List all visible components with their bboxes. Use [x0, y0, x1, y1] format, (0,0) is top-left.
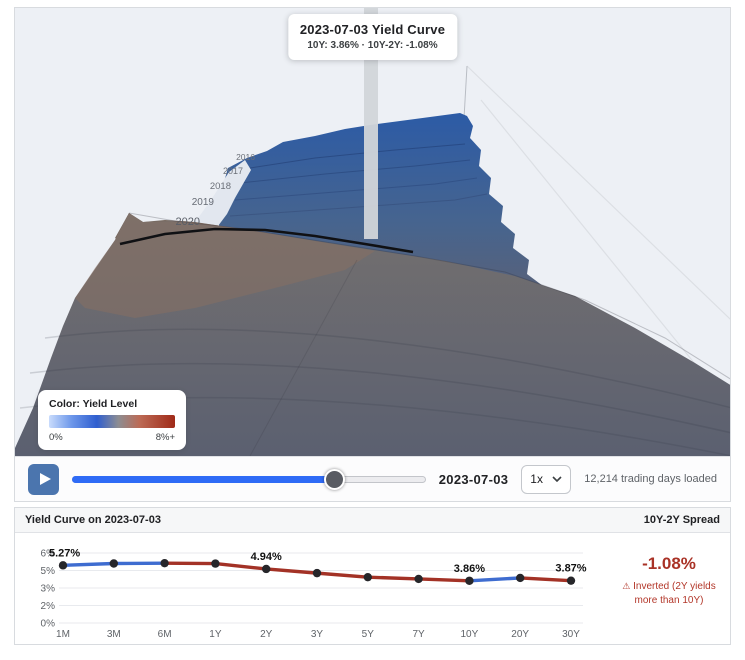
- x-tick-label: 3Y: [311, 629, 324, 640]
- curve-point[interactable]: [109, 559, 119, 568]
- terrace-line: [234, 177, 478, 201]
- curve-point[interactable]: [465, 576, 474, 585]
- x-tick-label: 10Y: [461, 629, 479, 640]
- tooltip-subtitle: 10Y: 3.86% · 10Y-2Y: -1.08%: [307, 40, 438, 51]
- point-label: 3.87%: [555, 563, 586, 575]
- color-legend: Color: Yield Level 0% 8%+: [38, 390, 186, 450]
- speed-select-value: 1x: [530, 472, 543, 486]
- slope-contour: [29, 362, 730, 434]
- yield-curve-chart: 0% 2% 3% 5% 6% 1M 3M 6M 1Y 2Y 3Y 5Y 7Y 10Y 20Y 30Y 5.27%…: [41, 547, 587, 640]
- spread-panel: -1.08% ⚠ Inverted (2Y yields more than 1…: [608, 533, 730, 644]
- surface-left-flank: [193, 160, 251, 230]
- x-tick-label: 1Y: [209, 629, 222, 640]
- hover-tooltip: 2023-07-03 Yield Curve 10Y: 3.86% · 10Y-…: [287, 14, 458, 60]
- surface-svg: 2016 2017 2018 2019 2020: [15, 8, 730, 456]
- spread-note: ⚠ Inverted (2Y yields more than 10Y): [608, 580, 730, 607]
- surface-plot-3d[interactable]: 2016 2017 2018 2019 2020 2023-07-03 Yiel…: [15, 8, 730, 456]
- curve-segment: [213, 561, 268, 571]
- grid-diagonal: [466, 65, 730, 320]
- play-button[interactable]: [28, 463, 59, 495]
- curve-segment: [315, 571, 370, 579]
- point-label: 5.27%: [49, 547, 80, 559]
- slider-thumb[interactable]: [323, 468, 345, 490]
- year-label-2017: 2017: [223, 166, 243, 176]
- x-tick-label: 7Y: [412, 629, 425, 640]
- point-label: 3.86%: [454, 563, 485, 575]
- curve-segment: [366, 575, 421, 581]
- year-label-2020: 2020: [176, 216, 200, 228]
- x-tick-label: 5Y: [362, 629, 375, 640]
- curve-point[interactable]: [160, 558, 169, 568]
- curve-point[interactable]: [211, 559, 220, 568]
- y-tick-label: 2%: [41, 601, 56, 612]
- year-label-2016: 2016: [236, 152, 255, 162]
- spread-value: -1.08%: [642, 554, 696, 573]
- curve-point[interactable]: [566, 576, 576, 585]
- viewer-card: 2016 2017 2018 2019 2020 2023-07-03 Yiel…: [14, 7, 731, 502]
- play-icon: [39, 473, 51, 485]
- curve-segment: [264, 567, 319, 575]
- terrace-line: [249, 143, 466, 169]
- curve-point[interactable]: [312, 568, 322, 578]
- tooltip-title: 2023-07-03 Yield Curve: [299, 22, 446, 37]
- curve-point[interactable]: [516, 573, 525, 583]
- year-label-2018: 2018: [210, 181, 231, 192]
- slope-grid-line: [249, 259, 358, 456]
- y-tick-label: 5%: [41, 566, 56, 577]
- panel-title: Yield Curve on 2023-07-03: [25, 514, 161, 526]
- x-tick-label: 2Y: [260, 629, 273, 640]
- x-tick-label: 6M: [158, 629, 172, 640]
- legend-gradient-bar: [49, 415, 175, 428]
- x-tick-label: 1M: [56, 629, 70, 640]
- status-text: 12,214 trading days loaded: [584, 473, 717, 485]
- surface-brown-tint: [75, 213, 375, 318]
- x-tick-label: 20Y: [511, 629, 529, 640]
- legend-min-label: 0%: [49, 432, 63, 443]
- legend-title: Color: Yield Level: [49, 398, 138, 410]
- curve-point[interactable]: [262, 564, 271, 574]
- x-tick-label: 30Y: [562, 629, 580, 640]
- legend-max-label: 8%+: [155, 432, 175, 443]
- ridge-contour: [128, 212, 730, 380]
- curve-point[interactable]: [414, 574, 423, 584]
- panel-header: Yield Curve on 2023-07-03 10Y-2Y Spread: [15, 508, 730, 533]
- playback-controls: 2023-07-03 1x 12,214 trading days loaded: [15, 456, 730, 501]
- y-tick-label: 6%: [41, 549, 56, 560]
- spread-title: 10Y-2Y Spread: [643, 514, 720, 526]
- curve-segment: [518, 576, 573, 583]
- curve-segment: [416, 577, 472, 583]
- chart-area: 0% 2% 3% 5% 6% 1M 3M 6M 1Y 2Y 3Y 5Y 7Y 10Y 20Y 30Y 5.27%…: [15, 533, 608, 644]
- highlighted-curve: [119, 227, 414, 254]
- panel-body: 0% 2% 3% 5% 6% 1M 3M 6M 1Y 2Y 3Y 5Y 7Y 10Y 20Y 30Y 5.27%…: [15, 533, 730, 644]
- chevron-down-icon: [552, 476, 562, 482]
- spread-note-text: Inverted (2Y yields more than 10Y): [633, 581, 716, 606]
- speed-select[interactable]: 1x: [521, 464, 572, 494]
- time-cursor-bar[interactable]: [364, 8, 378, 239]
- y-tick-label: 0%: [41, 619, 56, 630]
- curve-segment: [467, 576, 522, 583]
- year-label-2019: 2019: [192, 197, 215, 208]
- y-tick-label: 3%: [41, 584, 56, 595]
- point-label: 4.94%: [251, 551, 282, 563]
- slider-fill: [72, 475, 334, 483]
- current-date: 2023-07-03: [438, 471, 509, 487]
- detail-panel-card: Yield Curve on 2023-07-03 10Y-2Y Spread …: [14, 507, 731, 645]
- curve-segment: [61, 561, 116, 568]
- curve-point[interactable]: [363, 572, 372, 582]
- terrace-line: [229, 193, 488, 217]
- x-tick-label: 3M: [107, 629, 121, 640]
- slope-contour: [44, 328, 730, 409]
- timeline-slider[interactable]: [72, 468, 426, 490]
- surface-back-blue: [215, 113, 575, 310]
- warning-icon: ⚠: [622, 581, 631, 591]
- curve-point[interactable]: [58, 561, 68, 570]
